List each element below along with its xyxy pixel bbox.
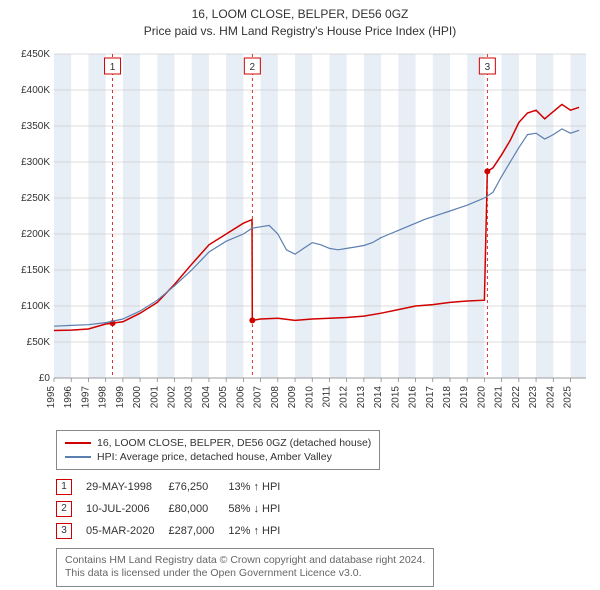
svg-text:2021: 2021 bbox=[494, 385, 505, 408]
svg-text:£100K: £100K bbox=[21, 301, 50, 312]
svg-text:2002: 2002 bbox=[167, 385, 178, 408]
event-price: £287,000 bbox=[168, 520, 228, 542]
svg-text:3: 3 bbox=[485, 62, 491, 73]
chart-container: 16, LOOM CLOSE, BELPER, DE56 0GZ Price p… bbox=[0, 0, 600, 590]
svg-text:1998: 1998 bbox=[98, 385, 109, 408]
svg-text:2012: 2012 bbox=[339, 385, 350, 408]
svg-text:2019: 2019 bbox=[459, 385, 470, 408]
svg-text:2: 2 bbox=[250, 62, 256, 73]
event-delta: 12% ↑ HPI bbox=[228, 520, 294, 542]
svg-text:£250K: £250K bbox=[21, 193, 50, 204]
svg-text:2011: 2011 bbox=[321, 385, 332, 407]
event-price: £80,000 bbox=[168, 498, 228, 520]
svg-text:2014: 2014 bbox=[373, 385, 384, 408]
legend-item: HPI: Average price, detached house, Ambe… bbox=[65, 450, 371, 464]
legend: 16, LOOM CLOSE, BELPER, DE56 0GZ (detach… bbox=[56, 430, 380, 470]
svg-text:2025: 2025 bbox=[563, 385, 574, 408]
svg-text:2018: 2018 bbox=[442, 385, 453, 408]
event-delta: 13% ↑ HPI bbox=[228, 476, 294, 498]
svg-text:1999: 1999 bbox=[115, 385, 126, 408]
event-date: 29-MAY-1998 bbox=[86, 476, 168, 498]
event-date: 10-JUL-2006 bbox=[86, 498, 168, 520]
svg-text:2024: 2024 bbox=[545, 385, 556, 408]
svg-text:2009: 2009 bbox=[287, 385, 298, 408]
footer-line1: Contains HM Land Registry data © Crown c… bbox=[65, 554, 425, 568]
svg-text:2016: 2016 bbox=[408, 385, 419, 408]
event-price: £76,250 bbox=[168, 476, 228, 498]
svg-text:2022: 2022 bbox=[511, 385, 522, 408]
svg-text:2008: 2008 bbox=[270, 385, 281, 408]
footer-line2: This data is licensed under the Open Gov… bbox=[65, 567, 425, 581]
svg-text:1: 1 bbox=[110, 62, 116, 73]
svg-text:2006: 2006 bbox=[235, 385, 246, 408]
chart-svg: £0 £50K £100K £150K £200K £250K £300K £350K £400… bbox=[6, 46, 594, 426]
svg-text:£450K: £450K bbox=[21, 49, 50, 60]
svg-text:£400K: £400K bbox=[21, 85, 50, 96]
svg-text:1997: 1997 bbox=[80, 385, 91, 408]
events-table: 1 29-MAY-1998£76,25013% ↑ HPI 2 10-JUL-2006… bbox=[56, 476, 294, 542]
svg-text:£350K: £350K bbox=[21, 121, 50, 132]
svg-text:2020: 2020 bbox=[476, 385, 487, 408]
chart-title-block: 16, LOOM CLOSE, BELPER, DE56 0GZ Price p… bbox=[6, 6, 594, 40]
svg-text:£150K: £150K bbox=[21, 265, 50, 276]
legend-swatch bbox=[65, 456, 91, 458]
svg-text:2005: 2005 bbox=[218, 385, 229, 408]
event-row: 1 29-MAY-1998£76,25013% ↑ HPI bbox=[56, 476, 294, 498]
chart-area: £0 £50K £100K £150K £200K £250K £300K £350K £400… bbox=[6, 46, 594, 426]
legend-swatch bbox=[65, 442, 91, 444]
event-marker-icon: 2 bbox=[56, 501, 72, 517]
svg-text:2013: 2013 bbox=[356, 385, 367, 408]
legend-item: 16, LOOM CLOSE, BELPER, DE56 0GZ (detach… bbox=[65, 436, 371, 450]
legend-label: HPI: Average price, detached house, Ambe… bbox=[97, 451, 332, 463]
svg-text:2023: 2023 bbox=[528, 385, 539, 408]
event-date: 05-MAR-2020 bbox=[86, 520, 168, 542]
event-delta: 58% ↓ HPI bbox=[228, 498, 294, 520]
event-marker-icon: 3 bbox=[56, 523, 72, 539]
svg-text:£300K: £300K bbox=[21, 157, 50, 168]
event-marker-icon: 1 bbox=[56, 479, 72, 495]
svg-text:2010: 2010 bbox=[304, 385, 315, 408]
legend-label: 16, LOOM CLOSE, BELPER, DE56 0GZ (detach… bbox=[97, 437, 371, 449]
svg-text:1995: 1995 bbox=[46, 385, 57, 408]
svg-text:2015: 2015 bbox=[390, 385, 401, 408]
event-row: 3 05-MAR-2020£287,00012% ↑ HPI bbox=[56, 520, 294, 542]
chart-title-line2: Price paid vs. HM Land Registry's House … bbox=[6, 23, 594, 40]
event-row: 2 10-JUL-2006£80,00058% ↓ HPI bbox=[56, 498, 294, 520]
svg-text:£200K: £200K bbox=[21, 229, 50, 240]
svg-text:2003: 2003 bbox=[184, 385, 195, 408]
svg-text:£50K: £50K bbox=[27, 337, 51, 348]
svg-text:2001: 2001 bbox=[149, 385, 160, 408]
svg-text:2004: 2004 bbox=[201, 385, 212, 408]
svg-text:£0: £0 bbox=[39, 373, 51, 384]
svg-text:2017: 2017 bbox=[425, 385, 436, 408]
svg-text:2000: 2000 bbox=[132, 385, 143, 408]
chart-title-line1: 16, LOOM CLOSE, BELPER, DE56 0GZ bbox=[6, 6, 594, 23]
svg-text:2007: 2007 bbox=[253, 385, 264, 408]
svg-text:1996: 1996 bbox=[63, 385, 74, 408]
footer: Contains HM Land Registry data © Crown c… bbox=[56, 548, 434, 587]
